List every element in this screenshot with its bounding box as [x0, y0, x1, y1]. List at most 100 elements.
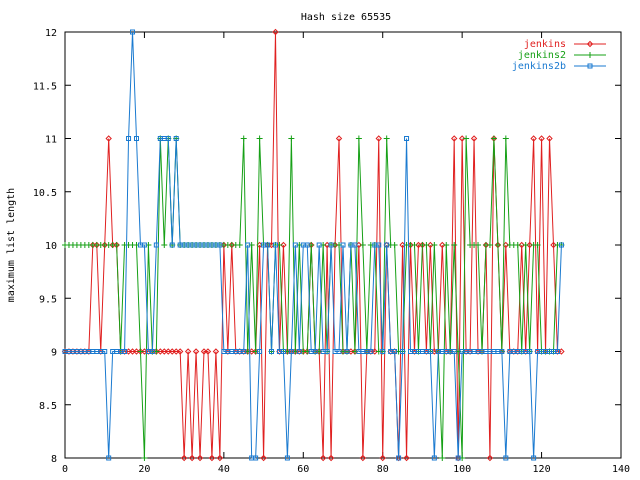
data-point: [241, 349, 247, 354]
data-point: [451, 349, 457, 354]
x-tick-label: 0: [62, 464, 68, 475]
x-tick-label: 80: [377, 464, 389, 475]
x-tick-label: 120: [533, 464, 551, 475]
data-point: [284, 455, 290, 461]
data-point: [217, 242, 223, 248]
series-layer: [61, 28, 565, 462]
x-tick-label: 100: [453, 464, 471, 475]
data-point: [502, 135, 509, 142]
data-point: [427, 241, 434, 249]
data-point: [423, 242, 430, 248]
data-point: [161, 242, 168, 248]
y-tick-label: 11.5: [33, 81, 57, 92]
data-point: [384, 242, 390, 248]
data-point: [236, 242, 243, 248]
data-point: [316, 242, 322, 248]
data-point: [527, 349, 533, 354]
data-point: [587, 52, 593, 58]
data-point: [380, 349, 386, 354]
data-point: [126, 136, 132, 141]
data-point: [355, 135, 362, 142]
data-point: [486, 454, 494, 462]
data-point: [188, 454, 196, 462]
y-tick-label: 11: [45, 135, 57, 146]
data-point: [455, 455, 461, 461]
data-point: [392, 349, 398, 354]
data-point: [260, 454, 267, 462]
data-point: [216, 454, 224, 462]
data-point: [411, 242, 418, 248]
data-point: [240, 135, 247, 142]
data-point: [554, 349, 560, 354]
data-point: [534, 242, 541, 248]
data-point: [196, 454, 204, 462]
data-point: [526, 241, 533, 249]
data-point: [538, 135, 545, 142]
data-point: [403, 454, 410, 462]
data-point: [176, 348, 184, 355]
data-point: [558, 242, 564, 248]
data-point: [102, 349, 108, 354]
y-axis-label: maximum list length: [6, 188, 17, 302]
data-point: [404, 136, 410, 141]
data-point: [458, 135, 466, 142]
data-point: [396, 455, 402, 461]
data-point: [165, 136, 171, 141]
data-point: [327, 454, 335, 462]
data-point: [518, 241, 525, 249]
data-point: [352, 242, 358, 248]
y-tick-label: 8.5: [39, 401, 57, 412]
data-point: [137, 348, 144, 355]
data-point: [256, 135, 263, 142]
y-tick-label: 10.5: [33, 188, 57, 199]
data-point: [288, 135, 295, 142]
data-point: [550, 241, 557, 249]
data-point: [133, 136, 139, 141]
legend-label: jenkins: [524, 39, 566, 50]
data-point: [208, 454, 216, 462]
data-point: [376, 242, 382, 248]
data-point: [522, 242, 529, 248]
data-point: [427, 349, 433, 354]
data-point: [490, 135, 497, 142]
data-point: [359, 454, 367, 462]
data-point: [130, 29, 136, 35]
data-point: [475, 242, 482, 248]
series-jenkins2b: [62, 29, 564, 461]
data-point: [431, 455, 437, 461]
data-point: [439, 455, 446, 461]
data-point: [180, 454, 188, 462]
data-point: [400, 349, 406, 354]
y-tick-label: 9: [51, 348, 57, 359]
data-point: [253, 455, 259, 461]
data-point: [328, 242, 334, 248]
data-point: [391, 242, 398, 248]
data-point: [375, 135, 382, 142]
data-point: [272, 28, 279, 36]
data-point: [368, 349, 374, 354]
x-axis: 0 20 40 60 80 100 120 140: [62, 32, 630, 475]
data-point: [344, 349, 350, 354]
data-point: [141, 242, 147, 248]
data-point: [450, 135, 458, 142]
data-point: [269, 349, 275, 354]
data-point: [212, 348, 220, 355]
data-point: [486, 242, 493, 248]
data-point: [312, 349, 318, 354]
x-tick-label: 40: [218, 464, 230, 475]
data-point: [530, 135, 537, 142]
data-point: [503, 455, 509, 461]
data-point: [439, 241, 446, 249]
legend-label: jenkins2b: [512, 61, 566, 72]
data-point: [324, 349, 330, 354]
x-tick-label: 20: [138, 464, 150, 475]
data-point: [106, 455, 112, 461]
data-point: [470, 135, 478, 142]
data-point: [192, 348, 200, 355]
data-point: [359, 242, 366, 248]
data-point: [443, 242, 450, 248]
data-point: [272, 242, 278, 248]
data-point: [379, 454, 386, 462]
data-point: [153, 242, 159, 248]
